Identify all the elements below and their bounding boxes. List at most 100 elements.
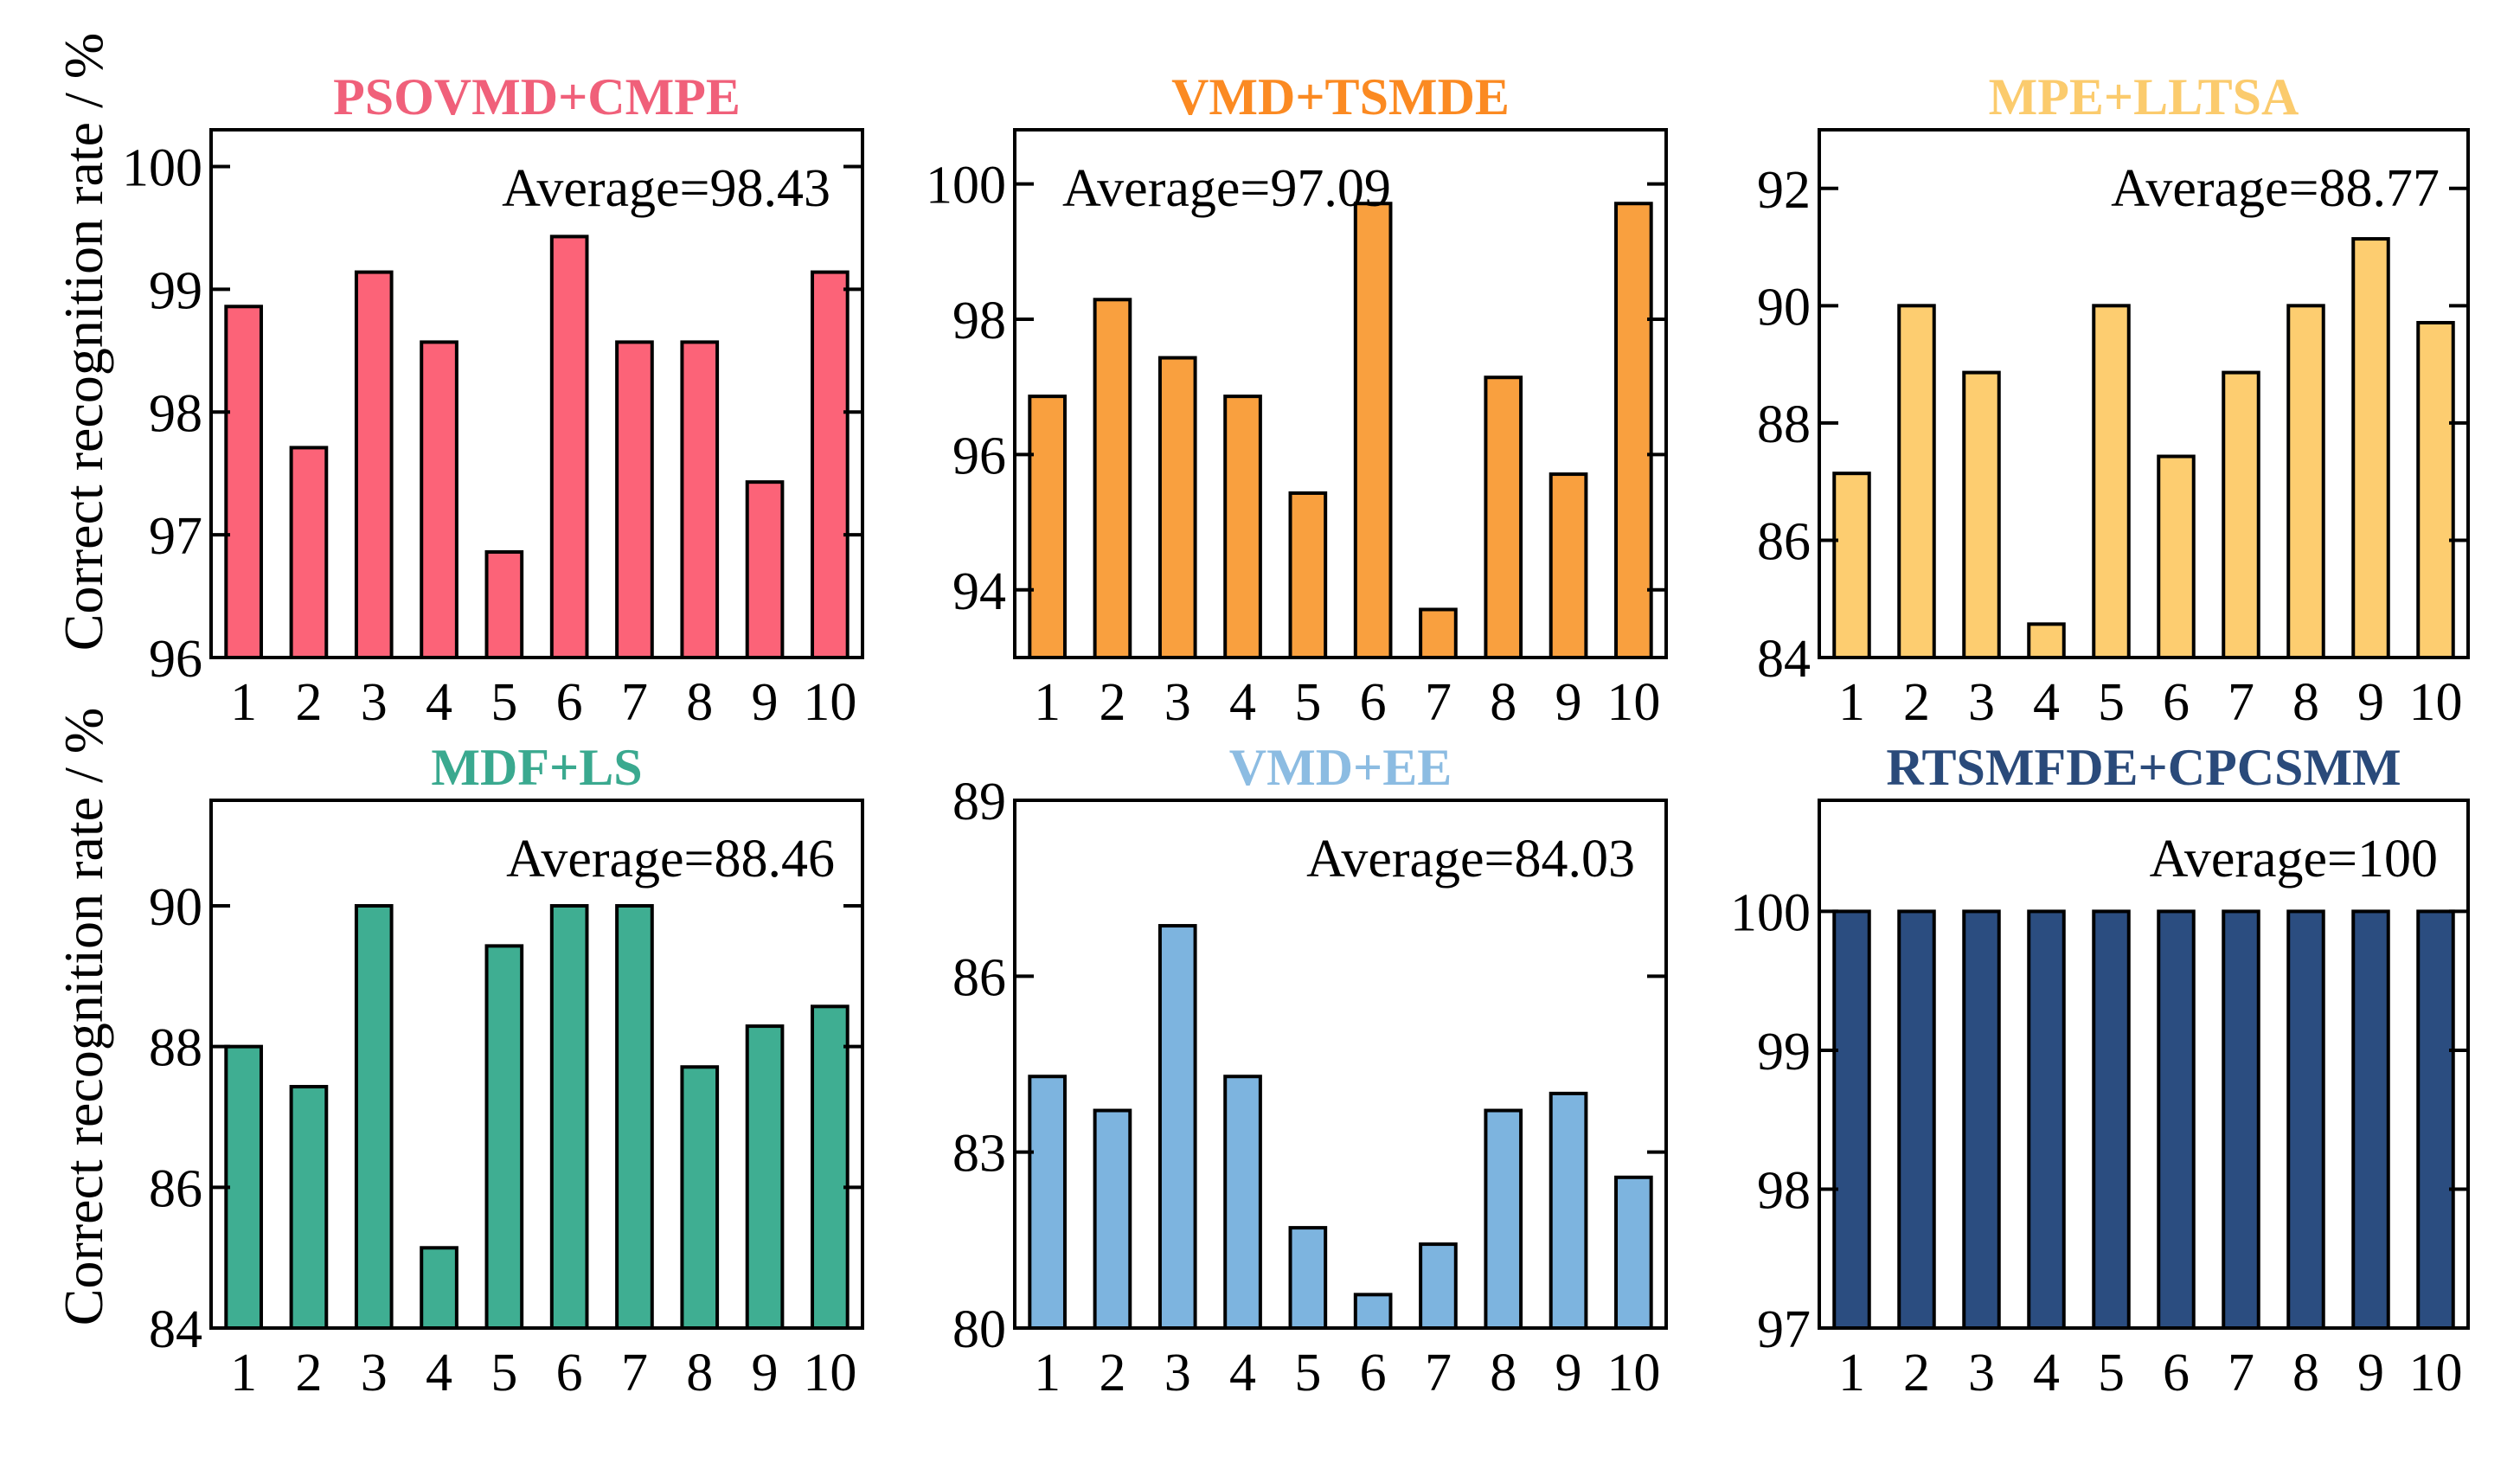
bar-6	[1353, 202, 1393, 659]
x-tick-label: 10	[803, 1344, 856, 1402]
x-tick-label: 8	[1490, 1344, 1516, 1402]
y-tick-label: 97	[149, 507, 202, 566]
x-tick-label: 10	[1606, 1344, 1660, 1402]
x-tick-label: 10	[2409, 673, 2463, 732]
average-annotation: Average=84.03	[1306, 830, 1635, 889]
bar-5	[1288, 491, 1328, 660]
chart-panel-4: MDF+LS 1 2 3 4 5 6 7 8 9 10 84 86 88 90 Average=88.46	[149, 739, 864, 1402]
bar-9	[2351, 237, 2390, 659]
x-tick-label: 7	[621, 673, 648, 732]
bar-5	[2092, 909, 2131, 1330]
bar-3	[354, 270, 394, 659]
bar-6	[1353, 1293, 1393, 1331]
bar-10	[1614, 202, 1653, 659]
bar-8	[1484, 375, 1523, 659]
bar-9	[745, 480, 785, 659]
bar-7	[2222, 370, 2260, 659]
x-tick-label: 1	[1034, 673, 1061, 732]
x-tick-label: 3	[1164, 673, 1191, 732]
bar-1	[1028, 395, 1067, 659]
y-axis-label-top: Correct recognition rate / %	[53, 33, 114, 651]
y-tick-label: 90	[149, 878, 202, 937]
y-tick-label: 94	[952, 562, 1006, 621]
bar-4	[420, 340, 458, 659]
x-tick-label: 3	[361, 673, 388, 732]
x-tick-label: 10	[1606, 673, 1660, 732]
bar-8	[680, 1065, 720, 1330]
y-tick-label: 100	[122, 139, 202, 198]
x-tick-label: 7	[2228, 673, 2254, 732]
bar-7	[615, 340, 654, 659]
chart-panel-3: MPE+LLTSA 1 2 3 4 5 6 7 8 9 10 84 86 88 90 92 Average=88…	[1757, 68, 2470, 732]
x-tick-label: 3	[1968, 1344, 1995, 1402]
bar-3	[1157, 356, 1197, 659]
x-tick-label: 3	[1968, 673, 1995, 732]
x-tick-label: 7	[2228, 1344, 2254, 1402]
x-tick-label: 2	[1099, 673, 1125, 732]
y-tick-label: 84	[149, 1300, 202, 1359]
x-tick-label: 6	[556, 673, 583, 732]
x-tick-label: 9	[752, 673, 779, 732]
x-tick-label: 2	[1903, 1344, 1930, 1402]
bar-3	[1157, 924, 1197, 1330]
bar-9	[1549, 472, 1588, 659]
x-tick-label: 9	[1555, 1344, 1582, 1402]
bar-4	[1223, 1075, 1262, 1330]
x-tick-label: 2	[1099, 1344, 1125, 1402]
chart-panel-2: VMD+TSMDE 1 2 3 4 5 6 7 8 9 10 94 96 98 100 Average=97.…	[926, 68, 1668, 732]
x-tick-label: 7	[1425, 1344, 1452, 1402]
average-annotation: Average=98.43	[502, 159, 830, 218]
y-tick-label: 100	[926, 157, 1006, 215]
chart-panel-6: RTSMFDE+CPCSMM 1 2 3 4 5 6 7 8 9 10 97 98 99 100 Averag…	[1730, 739, 2470, 1402]
bar-5	[484, 550, 524, 659]
x-tick-label: 7	[1425, 673, 1452, 732]
x-tick-label: 9	[752, 1344, 779, 1402]
y-tick-label: 98	[1757, 1161, 1811, 1220]
chart-title: MDF+LS	[431, 739, 642, 796]
bar-4	[2027, 909, 2066, 1330]
bar-9	[2351, 909, 2390, 1330]
x-tick-label: 6	[2163, 1344, 2190, 1402]
plot-frame	[1818, 799, 2470, 1330]
bar-1	[224, 305, 263, 659]
bar-7	[1419, 1242, 1458, 1330]
x-tick-label: 2	[295, 1344, 322, 1402]
bar-2	[289, 1085, 329, 1330]
chart-title: MPE+LLTSA	[1989, 68, 2299, 125]
x-tick-label: 4	[426, 1344, 452, 1402]
bar-5	[2092, 304, 2131, 659]
average-annotation: Average=88.77	[2111, 159, 2440, 218]
plot-frame	[1013, 128, 1668, 659]
bar-7	[615, 904, 654, 1330]
y-tick-label: 86	[149, 1159, 202, 1218]
x-tick-label: 1	[1838, 673, 1865, 732]
x-tick-label: 1	[230, 1344, 257, 1402]
y-tick-label: 80	[952, 1300, 1006, 1359]
x-tick-label: 4	[426, 673, 452, 732]
y-tick-label: 89	[952, 773, 1006, 831]
bar-8	[680, 340, 720, 659]
bar-1	[1832, 909, 1871, 1330]
chart-title: VMD+EE	[1229, 739, 1452, 796]
x-tick-label: 4	[2033, 673, 2060, 732]
x-tick-label: 6	[2163, 673, 2190, 732]
y-tick-label: 86	[952, 948, 1006, 1007]
x-tick-label: 3	[361, 1344, 388, 1402]
bar-1	[1832, 472, 1871, 660]
y-axis-label-bottom: Correct recognition rate / %	[53, 708, 114, 1325]
average-annotation: Average=97.09	[1062, 159, 1391, 218]
bar-10	[1614, 1175, 1653, 1331]
x-tick-label: 8	[1490, 673, 1516, 732]
average-annotation: Average=88.46	[506, 830, 835, 889]
bar-2	[289, 446, 329, 659]
x-tick-label: 5	[2098, 1344, 2125, 1402]
x-tick-label: 9	[2357, 673, 2384, 732]
plot-frame	[209, 799, 864, 1330]
y-tick-label: 86	[1757, 512, 1811, 571]
y-tick-label: 84	[1757, 630, 1811, 689]
y-tick-label: 97	[1757, 1300, 1811, 1359]
y-tick-label: 96	[149, 630, 202, 689]
bar-10	[811, 270, 850, 659]
bar-7	[1419, 607, 1458, 660]
